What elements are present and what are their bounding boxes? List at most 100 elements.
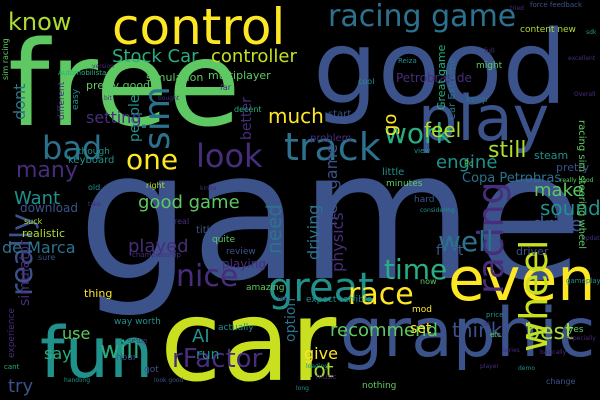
word-sdk: sdk <box>586 29 597 36</box>
word-reiza: Reiza <box>398 57 417 65</box>
word-feel: feel <box>424 118 462 142</box>
word-want: Want <box>14 188 61 209</box>
word-music: music <box>316 373 337 381</box>
word-best: best <box>526 320 574 345</box>
word-setup: setup <box>128 337 148 345</box>
word-driver: driver <box>516 245 549 258</box>
word-sound: sound <box>540 196 600 220</box>
word-racing-sim-steering-wheel: racing sim steering wheel <box>576 120 587 250</box>
word-race: race <box>348 277 414 312</box>
word-game: game <box>78 113 583 320</box>
word-automobilista: Automobilista <box>58 69 107 77</box>
word-keyboard: keyboard <box>68 155 115 166</box>
word-nothing: nothing <box>362 381 397 391</box>
word-good-game: good game <box>138 192 240 213</box>
word-especially: especially <box>566 335 596 342</box>
word-view: view <box>414 147 431 155</box>
word-set: set <box>410 321 432 337</box>
word-cool: cool <box>358 77 375 86</box>
word-decent: decent <box>234 105 262 114</box>
word-run: run <box>196 347 220 363</box>
word-lap: lap <box>278 295 288 302</box>
word-hard: hard <box>414 195 435 205</box>
word-title: title <box>196 225 216 236</box>
word-stock-car: Stock Car <box>112 46 199 67</box>
word-real: real <box>174 217 190 226</box>
word-minutes: minutes <box>386 179 423 189</box>
word-far: far <box>220 83 232 92</box>
word-right: right <box>146 181 165 190</box>
word-driving: driving <box>304 204 323 260</box>
word-much: much <box>268 104 324 128</box>
word-different: different <box>57 81 67 120</box>
word-player: player <box>480 363 499 370</box>
word-sim-racing: sim racing <box>1 38 10 80</box>
word-quite: quite <box>212 235 235 245</box>
word-realistic: realistic <box>22 227 66 240</box>
word-pretty-good: pretty good <box>86 79 151 92</box>
word-bad: bad <box>42 129 103 167</box>
word-graphic: graphic <box>340 294 596 373</box>
word-pretty: pretty <box>556 161 590 174</box>
word-rfactor: rFactor <box>172 344 263 374</box>
word-yes: yes <box>568 325 584 335</box>
word-review: review <box>226 247 256 257</box>
word-control: control <box>112 0 286 56</box>
word-dont: dont <box>10 83 29 120</box>
word-great-game: Great game <box>435 44 448 110</box>
word-amazing: amazing <box>246 283 285 293</box>
word-gameplay: gameplay <box>566 277 600 285</box>
word-little: little <box>382 167 405 178</box>
word-try: try <box>8 376 34 397</box>
word-force-feedback: force feedback <box>530 1 583 9</box>
word-drive: drive <box>532 212 583 236</box>
word-ok: ok <box>484 321 492 328</box>
word-copa-petrobras: Copa Petrobras <box>462 171 562 186</box>
word-keep: keep <box>466 95 488 105</box>
word-look: look <box>196 137 263 175</box>
word-mod: mod <box>412 305 432 315</box>
word-car-extreme: Car Extreme <box>447 57 458 121</box>
word-take: take <box>88 201 101 208</box>
word-considering: considering <box>420 207 455 214</box>
word-really-good: really good <box>560 177 594 184</box>
word-physics: physics <box>328 212 347 272</box>
word-still: still <box>488 138 527 163</box>
word-start: start <box>328 109 352 120</box>
word-tried: tried <box>510 5 524 12</box>
word-option: option <box>283 297 299 342</box>
word-championship: championship <box>132 251 181 259</box>
word-simulator: simulator <box>17 240 33 306</box>
word-series: series <box>502 347 520 354</box>
word-long: long <box>296 385 309 392</box>
word-know: know <box>8 8 72 36</box>
word-use: use <box>62 324 91 343</box>
word-now: now <box>420 277 437 286</box>
word-update: update <box>582 235 600 242</box>
word-petrobras-de: Petrobras de <box>396 71 472 85</box>
word-lot: lot <box>308 358 334 382</box>
word-fun: fun <box>40 312 154 394</box>
word-change: change <box>546 377 576 386</box>
word-basically: basically <box>540 349 567 356</box>
word-setting: setting <box>86 108 142 127</box>
word-look-good: look good <box>154 377 184 384</box>
word-overall: Overall <box>574 91 596 98</box>
word-free: free <box>8 15 241 153</box>
word-work: work <box>384 117 452 150</box>
word-even: even <box>448 245 596 315</box>
word-play: play <box>418 82 550 155</box>
word-etc: etc <box>490 331 501 339</box>
word-pc: Pc <box>464 159 474 168</box>
word-think: think <box>452 318 503 342</box>
word-kinda: kinda <box>200 185 217 192</box>
word-track: track <box>284 125 381 169</box>
word-first: first <box>436 243 464 259</box>
word-playing: playing <box>222 257 266 271</box>
word-well: well <box>438 225 494 258</box>
word-many: many <box>16 158 78 183</box>
word-bit: bit <box>104 95 112 102</box>
word-loading: loading <box>306 363 329 370</box>
word-sure: sure <box>38 253 56 262</box>
